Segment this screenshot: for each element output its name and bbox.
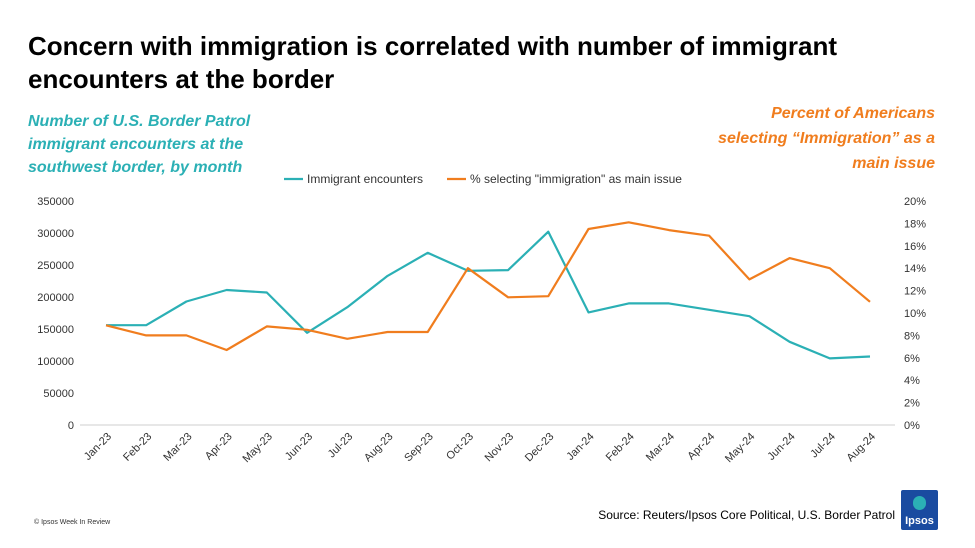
x-tick-label: Aug-23 (362, 431, 396, 465)
x-tick-label: Sep-23 (402, 431, 436, 465)
x-tick-label: Mar-24 (644, 431, 677, 464)
y-right-tick-label: 20% (904, 196, 926, 208)
x-tick-label: Jun-24 (765, 431, 797, 463)
percent-series-line (105, 221, 871, 352)
y-right-tick-label: 12% (904, 286, 926, 298)
left-axis-description: Number of U.S. Border Patrol immigrant e… (28, 113, 251, 176)
encounters-series-line (106, 230, 871, 360)
y-left-tick-label: 0 (68, 420, 74, 432)
legend-percent-label: % selecting "immigration" as main issue (470, 172, 682, 186)
x-tick-label: May-23 (241, 431, 275, 465)
y-right-tick-label: 0% (904, 420, 920, 432)
x-tick-label: Apr-23 (203, 431, 235, 463)
y-right-tick-label: 14% (904, 263, 926, 275)
y-right-tick-label: 16% (904, 241, 926, 253)
ipsos-logo-mark (913, 496, 926, 510)
y-left-tick-label: 350000 (37, 196, 74, 208)
y-right-tick-label: 2% (904, 398, 920, 410)
copyright-note: © Ipsos Week In Review (34, 519, 111, 526)
right-axis-description: Percent of Americans selecting “Immigrat… (718, 105, 935, 172)
y-right-tick-label: 4% (904, 375, 920, 387)
ipsos-logo-text: Ipsos (905, 515, 934, 527)
x-tick-label: Oct-23 (444, 431, 476, 463)
y-left-tick-label: 100000 (37, 356, 74, 368)
x-tick-label: Nov-23 (483, 431, 517, 465)
x-tick-label: Feb-23 (121, 431, 154, 464)
y-left-tick-label: 150000 (37, 324, 74, 336)
y-right-tick-label: 6% (904, 353, 920, 365)
x-tick-label: Jan-23 (82, 431, 114, 463)
ipsos-logo: Ipsos (901, 490, 938, 530)
x-tick-label: Jul-23 (326, 431, 356, 461)
source-note: Source: Reuters/Ipsos Core Political, U.… (598, 508, 895, 522)
x-tick-label: Jan-24 (564, 431, 596, 463)
legend-encounters-label: Immigrant encounters (307, 172, 423, 186)
x-tick-label: Feb-24 (604, 431, 637, 464)
y-left-tick-label: 50000 (43, 388, 74, 400)
x-tick-label: Jul-24 (808, 431, 838, 461)
y-right-tick-label: 8% (904, 330, 920, 342)
x-tick-label: Mar-23 (161, 431, 194, 464)
y-left-tick-label: 200000 (37, 292, 74, 304)
y-right-tick-label: 18% (904, 218, 926, 230)
x-tick-label: May-24 (723, 431, 757, 465)
x-tick-label: Apr-24 (685, 431, 717, 463)
x-tick-label: Aug-24 (845, 431, 879, 465)
y-left-tick-label: 300000 (37, 228, 74, 240)
x-tick-label: Jun-23 (283, 431, 315, 463)
y-right-tick-label: 10% (904, 308, 926, 320)
x-tick-label: Dec-23 (523, 431, 557, 465)
chart-title: Concern with immigration is correlated w… (28, 31, 837, 94)
y-left-tick-label: 250000 (37, 260, 74, 272)
